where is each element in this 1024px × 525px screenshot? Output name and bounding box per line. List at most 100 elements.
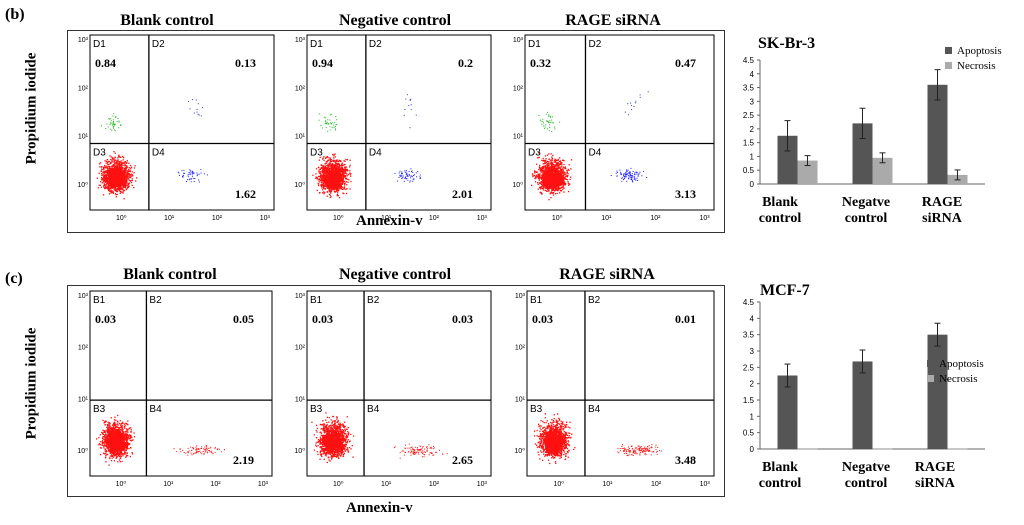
q2-value: 0.05 <box>233 312 254 326</box>
x-tick-label: 10¹ <box>381 481 392 488</box>
q4-value: 3.13 <box>675 187 696 201</box>
bar-necrosis <box>872 448 893 450</box>
q1-value: 0.03 <box>312 312 333 326</box>
mcf7-cat-negative: Negatve control <box>841 460 891 491</box>
plot-frame <box>526 290 715 477</box>
mcf7-cat-blank: Blank control <box>758 460 802 491</box>
quadrant-label: D1 <box>93 39 106 50</box>
quadrant-label: B4 <box>588 404 601 415</box>
q1-value: 0.94 <box>312 56 333 70</box>
y-tick-label: 10² <box>513 85 524 92</box>
x-tick-label: 10¹ <box>602 481 613 488</box>
y-tick-label: 10⁰ <box>294 447 305 455</box>
bar-y-tick: 2.5 <box>743 111 755 120</box>
bar-y-tick: 4.5 <box>743 298 755 307</box>
quadrant-label: B3 <box>530 404 543 415</box>
panel-b-letter: (b) <box>5 6 25 23</box>
mcf7-title: MCF-7 <box>760 282 810 299</box>
y-tick-label: 10¹ <box>78 134 89 141</box>
x-tick-label: 10³ <box>477 481 488 488</box>
scatter-dots <box>531 91 649 201</box>
legend-label: Necrosis <box>957 60 996 72</box>
panel-c-xlabel: Annexin-v <box>346 500 413 516</box>
q4-value: 2.01 <box>452 187 473 201</box>
y-tick-label: 10¹ <box>513 134 524 141</box>
y-tick-label: 10² <box>295 345 306 352</box>
y-tick-label: 10¹ <box>295 134 306 141</box>
scatter-dots <box>96 414 225 466</box>
scatter-dots <box>312 94 422 199</box>
panel-b-frame <box>67 30 725 233</box>
quadrant-label: D2 <box>588 39 601 50</box>
panel-c-plot2: B1 B2 B3 B4 0.03 0.03 2.65 10⁰ 10⁰ 10¹ 10¹ 10² 10² 10… <box>294 290 492 488</box>
x-tick-label: 10¹ <box>601 215 612 222</box>
x-tick-label: 10¹ <box>163 481 174 488</box>
q4-value: 2.19 <box>233 453 254 467</box>
y-tick-label: 10³ <box>295 37 306 44</box>
bar-y-tick: 3.5 <box>743 331 755 340</box>
y-tick-label: 10³ <box>295 293 306 300</box>
q1-value: 0.32 <box>530 56 551 70</box>
bar-apoptosis <box>927 84 948 184</box>
quadrant-label: D1 <box>310 39 323 50</box>
bar-necrosis <box>797 160 818 184</box>
y-tick-label: 10² <box>78 85 89 92</box>
panel-b-plot3: D1 D2 D3 D4 0.32 0.47 3.13 10⁰ 10⁰ 10¹ 10¹ 10² 10² 10… <box>512 34 715 222</box>
quadrant-label: D4 <box>369 148 382 159</box>
y-tick-label: 10³ <box>78 37 89 44</box>
bar-y-tick: 4.5 <box>743 56 755 65</box>
quadrant-label: B2 <box>588 295 601 306</box>
x-tick-label: 10² <box>651 481 662 488</box>
panel-c-plot3-title: RAGE siRNA <box>559 266 655 283</box>
panel-c-plot2-title: Negative control <box>338 266 452 283</box>
quadrant-label: D2 <box>369 39 382 50</box>
quadrant-label: B1 <box>530 295 543 306</box>
skbr3-title: SK-Br-3 <box>758 35 816 52</box>
y-tick-label: 10² <box>515 345 526 352</box>
q2-value: 0.2 <box>458 56 473 70</box>
bar-y-tick: 4 <box>750 314 755 323</box>
panel-c-ylabel: Propidium iodide <box>23 327 40 440</box>
y-tick-label: 10⁰ <box>512 181 523 189</box>
panel-c-plot1-title: Blank control <box>123 266 217 283</box>
panel-c-letter: (c) <box>5 270 23 287</box>
q2-value: 0.03 <box>452 312 473 326</box>
scatter-dots <box>311 412 448 464</box>
x-tick-label: 10⁰ <box>333 480 344 488</box>
plot-frame <box>306 34 492 211</box>
bar-apoptosis <box>852 361 873 449</box>
bar-y-tick: 0.5 <box>743 429 755 438</box>
panel-b-ylabel: Propidium iodide <box>23 52 40 165</box>
q2-value: 0.01 <box>675 312 696 326</box>
bar-apoptosis <box>927 334 948 449</box>
panel-b-xlabel: Annexin-v <box>356 213 423 229</box>
panel-b-plot2-title: Negative control <box>338 12 452 29</box>
legend-swatch <box>927 375 934 382</box>
panel-c-plot1: B1 B2 B3 B4 0.03 0.05 2.19 10⁰ 10⁰ 10¹ 10¹ 10² 10² 10… <box>77 290 273 488</box>
bar-y-tick: 0 <box>750 445 755 454</box>
skbr3-bar-chart: 0 0.5 1 1.5 2 2.5 3 3.5 4 4.5 Apoptosis Necrosis <box>743 45 1002 189</box>
x-tick-label: 10¹ <box>164 215 175 222</box>
bar-apoptosis <box>852 123 873 184</box>
skbr3-cat-blank: Blank control <box>758 195 802 226</box>
y-tick-label: 10² <box>295 85 306 92</box>
x-tick-label: 10² <box>211 481 222 488</box>
legend-label: Apoptosis <box>957 45 1002 57</box>
legend-swatch <box>945 62 952 69</box>
y-tick-label: 10² <box>78 345 89 352</box>
q2-value: 0.13 <box>235 56 256 70</box>
mcf7-cat-rage: RAGE siRNA <box>914 460 956 491</box>
x-tick-label: 10² <box>650 215 661 222</box>
x-tick-label: 10³ <box>700 481 711 488</box>
legend-swatch <box>945 47 952 54</box>
bar-y-tick: 3.5 <box>743 84 755 93</box>
quadrant-label: B3 <box>93 404 106 415</box>
plot-frame <box>89 34 275 211</box>
quadrant-label: D1 <box>528 39 541 50</box>
quadrant-label: D4 <box>588 148 601 159</box>
quadrant-label: D3 <box>310 148 323 159</box>
quadrant-label: B1 <box>310 295 323 306</box>
bar-y-tick: 0.5 <box>743 166 755 175</box>
x-tick-label: 10² <box>429 215 440 222</box>
